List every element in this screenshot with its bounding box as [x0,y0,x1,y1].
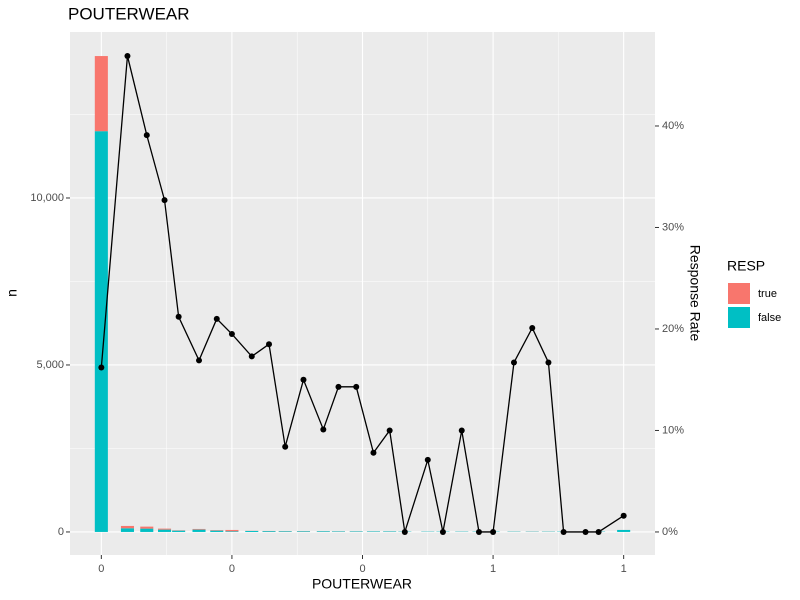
bar [94,56,108,132]
bar [120,525,134,529]
x-tick-label: 0 [229,563,235,575]
x-tick-label: 0 [98,563,104,575]
rate-point [228,331,235,338]
x-tick-label: 1 [490,563,496,575]
y2-tick-label: 0% [662,526,678,538]
rate-point [266,341,273,348]
y-tick-label: 0 [58,526,64,538]
bar [366,531,380,532]
bar [158,528,172,530]
rate-point [475,528,482,535]
rate-point [424,456,431,463]
rate-point [335,383,342,390]
y2-tick-label: 40% [662,120,684,132]
rate-point [196,357,203,364]
bar [331,531,346,532]
rate-point [510,359,517,366]
x-tick-label: 1 [621,563,627,575]
rate-point [582,528,589,535]
bar [225,531,239,532]
bar [262,531,276,532]
y2-axis-label: Response Rate [687,245,703,342]
rate-point [320,426,327,433]
chart-title: POUTERWEAR [68,4,190,23]
rate-line [100,55,625,533]
bar [245,530,259,532]
x-axis-label: POUTERWEAR [312,576,412,592]
bar [296,531,311,532]
legend-key [728,307,750,328]
bar [192,529,206,532]
bar [120,528,134,532]
legend-label: true [758,288,777,300]
rate-point [353,383,360,390]
rate-point [490,528,497,535]
y2-tick-label: 10% [662,424,684,436]
bar [349,531,363,532]
bar [172,530,186,532]
rate-point [545,359,552,366]
rate-point [370,449,377,456]
rate-point [124,52,131,59]
bar [316,531,330,532]
legend-key [728,283,750,304]
rate-point [439,528,446,535]
bar [140,528,154,532]
rate-point [175,313,182,320]
bar [278,531,292,532]
bar [225,529,239,532]
rate-point [529,324,536,331]
rate-point [458,427,465,434]
rate-point [282,443,289,450]
rate-point [620,512,627,519]
rate-point [161,197,168,204]
rate-point [213,315,220,322]
y-axis-label: n [4,289,20,297]
rate-point [98,364,105,371]
rate-point [386,427,393,434]
y-tick-label: 10,000 [30,192,64,204]
rate-point [560,528,567,535]
bar [94,131,108,532]
y2-tick-label: 30% [662,221,684,233]
bar [192,528,206,530]
legend-label: false [758,312,781,324]
rate-point [595,528,602,535]
rate-point [248,353,255,360]
y-tick-label: 5,000 [36,359,64,371]
bar [210,530,224,532]
bar [383,531,397,532]
rate-point [143,132,150,139]
rate-point [300,376,307,383]
legend-title: RESP [727,258,765,274]
bar [158,529,172,532]
y2-tick-label: 20% [662,323,684,335]
bar [617,529,631,532]
rate-point [401,528,408,535]
bar [140,526,154,529]
x-tick-label: 0 [359,563,365,575]
bar [210,530,224,531]
